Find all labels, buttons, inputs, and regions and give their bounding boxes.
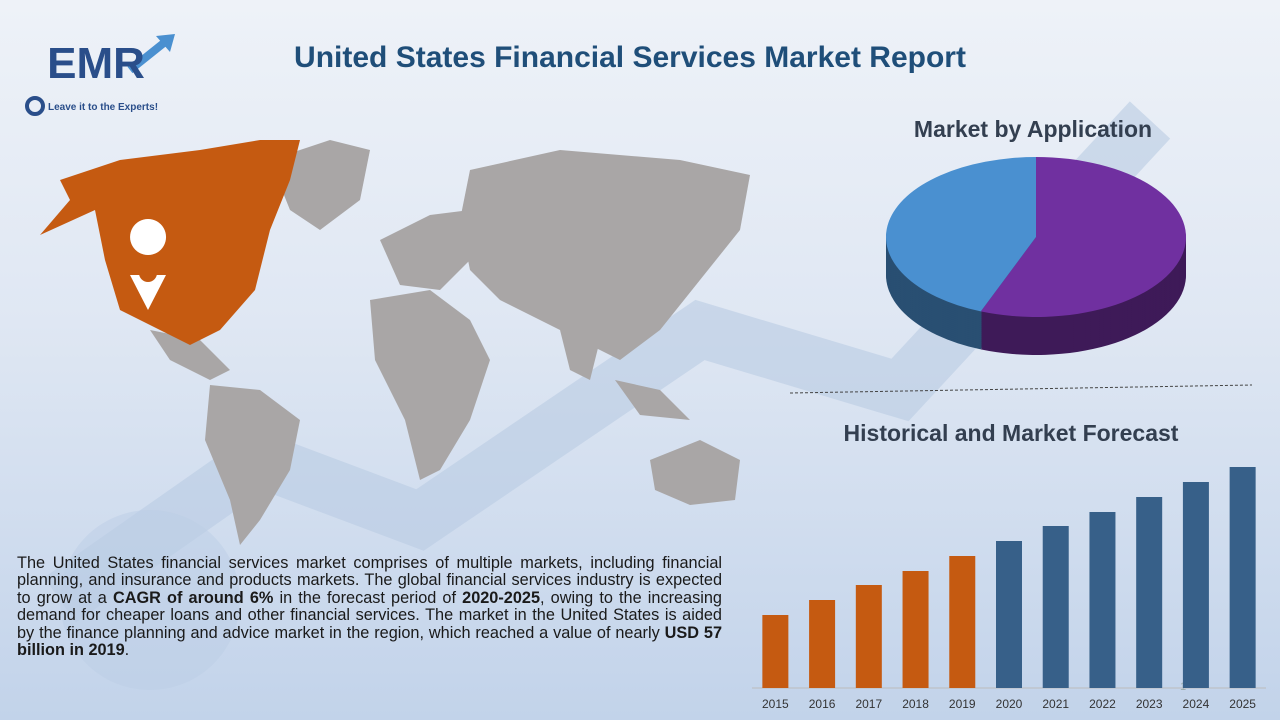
text-run-bold: 2020-2025 — [462, 588, 541, 607]
x-tick-label: 2018 — [902, 697, 929, 711]
bar — [809, 600, 836, 688]
pie-title: Market by Application — [914, 116, 1152, 142]
world-map — [150, 140, 750, 545]
logo-arrow — [127, 38, 168, 74]
bar — [855, 585, 882, 688]
pin-dot — [139, 264, 157, 282]
x-tick-label: 2019 — [949, 697, 976, 711]
page-title: United States Financial Services Market … — [294, 41, 966, 74]
logo-arrowhead — [156, 34, 175, 52]
bar — [1089, 512, 1116, 688]
x-tick-label: 2024 — [1183, 697, 1210, 711]
bar — [1182, 482, 1209, 688]
logo-text: EMR — [47, 39, 145, 88]
logo-circle — [25, 96, 45, 116]
x-tick-label: 2016 — [809, 697, 836, 711]
bar — [762, 615, 789, 688]
text-run-bold: CAGR of around 6% — [112, 588, 274, 607]
description: The United States financial services mar… — [17, 554, 723, 660]
bar — [1042, 526, 1069, 688]
text-run: , owing to the increasing demand for che… — [17, 588, 722, 642]
north-america-highlight — [40, 140, 300, 345]
bar — [1136, 497, 1163, 688]
text-run-bold: USD 57 billion in 2019 — [17, 623, 723, 660]
pie-slice — [886, 157, 1036, 312]
background-circle — [60, 510, 240, 690]
x-tick-label: 2021 — [1042, 697, 1069, 711]
x-tick-label: 2017 — [855, 697, 882, 711]
text-run: in the forecast period of — [273, 588, 463, 607]
bar — [1229, 467, 1256, 688]
pie-slice — [980, 157, 1186, 317]
bar — [949, 556, 976, 688]
x-tick-label: 2023 — [1136, 697, 1163, 711]
x-tick-label: 2020 — [996, 697, 1023, 711]
bar-title: Historical and Market Forecast — [844, 420, 1179, 446]
x-tick-label: 2025 — [1229, 697, 1256, 711]
x-tick-label: 2015 — [762, 697, 789, 711]
divider — [789, 384, 1253, 394]
bar — [996, 541, 1022, 688]
logo-tagline: Leave it to the Experts! — [48, 102, 158, 113]
bar — [902, 571, 929, 688]
x-tick-label: 2022 — [1089, 697, 1116, 711]
text-run: . — [124, 641, 130, 660]
text-run: The United States financial services mar… — [17, 554, 722, 607]
location-pin — [130, 219, 167, 310]
